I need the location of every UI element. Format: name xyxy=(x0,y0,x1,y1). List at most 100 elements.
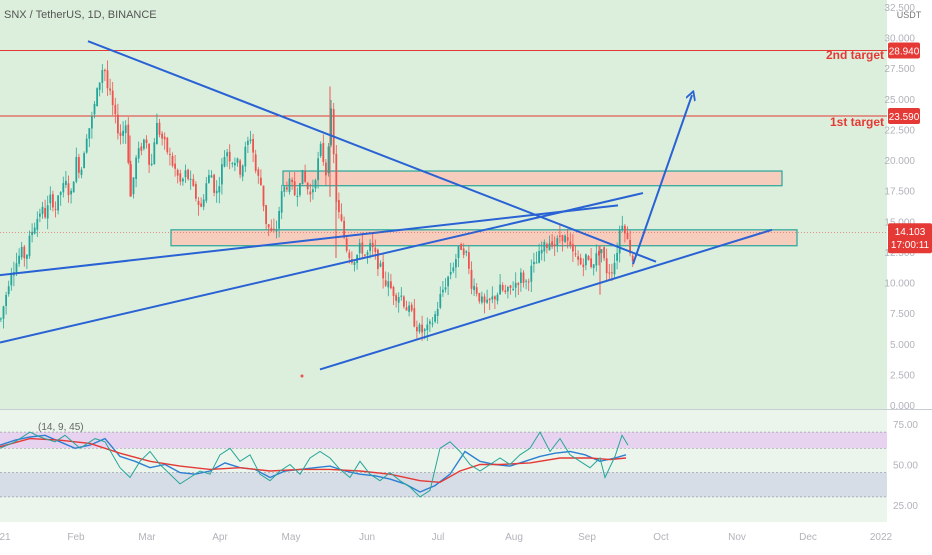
price-axis: 32.500 30.000 27.500 25.000 22.500 20.000 17.5… xyxy=(0,3,932,512)
candle-body xyxy=(0,318,2,320)
candle-body xyxy=(57,195,59,211)
candle-body xyxy=(18,255,20,264)
candle xyxy=(603,245,605,262)
candle-body xyxy=(10,273,13,286)
price-tick-label: 30.000 xyxy=(884,34,915,45)
candle-body xyxy=(338,200,340,213)
candle-body xyxy=(49,194,52,204)
candle-body xyxy=(2,306,5,319)
candle-body xyxy=(582,264,585,268)
candle-body xyxy=(413,308,416,327)
price-tick-label: 17.500 xyxy=(884,187,915,198)
candle-body xyxy=(145,139,148,143)
candle-body xyxy=(197,200,200,205)
candle xyxy=(499,273,501,295)
candle xyxy=(392,285,395,305)
candle-body xyxy=(109,88,111,91)
candle xyxy=(80,167,83,179)
oscillator-params-label: (14, 9, 45) xyxy=(38,422,84,433)
candle xyxy=(561,234,564,252)
candle xyxy=(548,235,551,251)
candle-body xyxy=(75,156,78,182)
candle-body xyxy=(473,285,475,291)
candle-body xyxy=(501,285,504,291)
candle xyxy=(470,261,473,295)
candle xyxy=(496,292,499,305)
candle-body xyxy=(626,232,629,239)
candle xyxy=(130,160,132,197)
trendline-4[interactable] xyxy=(319,228,773,371)
candle-body xyxy=(182,178,184,182)
candle xyxy=(613,254,616,278)
time-tick-label: Dec xyxy=(799,532,817,543)
candle xyxy=(2,305,5,329)
candle-body xyxy=(322,143,325,163)
candle-body xyxy=(319,143,322,157)
candle xyxy=(127,117,130,165)
candle xyxy=(202,194,205,211)
candle-body xyxy=(65,180,67,185)
candle xyxy=(137,141,140,163)
candles-layer xyxy=(0,60,634,378)
candle-body xyxy=(135,157,137,180)
candle-body xyxy=(293,181,296,196)
candle-body xyxy=(522,272,525,283)
candle xyxy=(543,239,546,262)
candle-body xyxy=(629,240,631,254)
oscillator-layer xyxy=(0,431,887,498)
candle xyxy=(429,319,431,332)
candle xyxy=(421,315,423,341)
candle xyxy=(312,179,314,200)
candle-body xyxy=(221,164,223,185)
candle-body xyxy=(517,283,520,285)
candle-body xyxy=(358,243,361,254)
candle-body xyxy=(249,139,252,141)
candle xyxy=(473,278,475,297)
trendline-3[interactable] xyxy=(0,192,644,344)
candle-body xyxy=(600,249,603,254)
candle-body xyxy=(174,163,176,169)
candle-body xyxy=(5,294,7,306)
candle xyxy=(249,130,252,144)
candle-body xyxy=(538,251,540,263)
candle xyxy=(494,295,496,309)
candle-body xyxy=(340,214,343,221)
candle-countdown: 17:00:11 xyxy=(891,240,930,251)
candle xyxy=(475,283,478,297)
candle xyxy=(286,181,288,193)
candle-body xyxy=(317,158,319,181)
candle-body xyxy=(618,229,621,254)
candle xyxy=(533,252,535,273)
target-levels-layer: 2nd target 1st target xyxy=(0,48,887,129)
main-pane-background xyxy=(0,0,887,409)
candle xyxy=(91,111,93,139)
candle xyxy=(431,316,434,328)
trendline-2[interactable] xyxy=(0,204,619,277)
candle xyxy=(330,99,332,148)
candle-body xyxy=(260,177,262,186)
candle-body xyxy=(309,191,312,195)
candle-body xyxy=(273,228,275,230)
trendline-1[interactable] xyxy=(87,40,657,263)
candle xyxy=(592,264,595,276)
candle-body xyxy=(598,251,600,256)
candle xyxy=(317,151,319,189)
candle xyxy=(67,175,70,203)
current-price-tag xyxy=(888,223,932,254)
candle xyxy=(582,258,585,277)
candle xyxy=(288,171,291,195)
candle xyxy=(332,102,335,164)
candle xyxy=(507,285,509,299)
candle-body xyxy=(335,153,338,202)
candle xyxy=(377,248,379,276)
candle-body xyxy=(546,244,548,248)
candle-body xyxy=(421,324,423,333)
candle xyxy=(39,208,41,223)
candle-body xyxy=(395,295,397,301)
candle-body xyxy=(423,329,426,332)
candle-body xyxy=(304,171,306,182)
candle-body xyxy=(114,104,117,115)
projection-arrow[interactable] xyxy=(632,95,692,265)
candle xyxy=(65,171,67,188)
